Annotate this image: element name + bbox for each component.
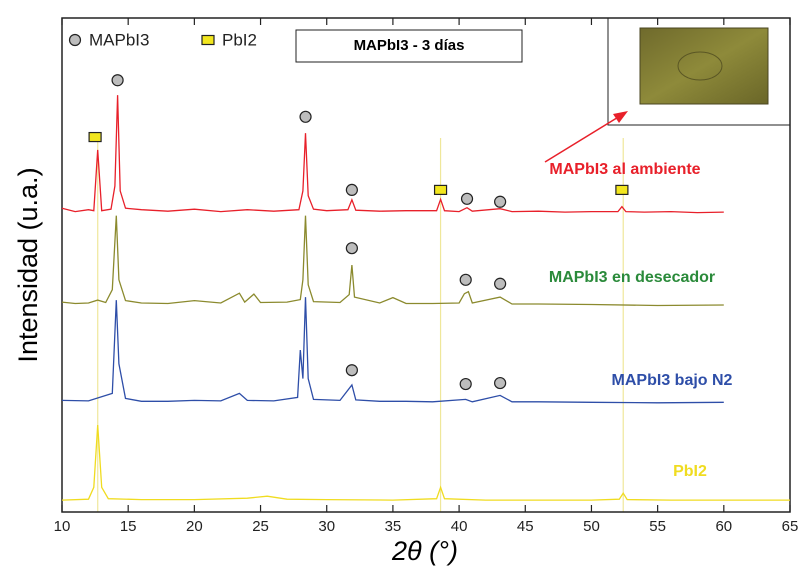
peak-marker <box>460 192 474 205</box>
x-tick-label: 20 <box>186 518 203 535</box>
title-box <box>295 29 523 63</box>
arrow <box>544 115 621 163</box>
x-tick-label: 55 <box>649 518 666 535</box>
peak-marker <box>615 184 629 196</box>
series-label: PbI2 <box>673 463 707 480</box>
series-line <box>61 297 724 404</box>
peak-marker <box>345 364 358 377</box>
peak-marker <box>345 242 358 255</box>
inset-photo-detail <box>677 51 723 81</box>
x-tick-label: 25 <box>252 518 269 535</box>
y-axis-label: Intensidad (u.a.) <box>13 167 43 362</box>
x-tick-label: 50 <box>583 518 600 535</box>
series-line <box>61 425 790 501</box>
series-line <box>61 215 724 307</box>
x-tick-label: 65 <box>782 518 799 535</box>
x-tick-label: 45 <box>517 518 534 535</box>
x-tick-label: 35 <box>385 518 402 535</box>
series-label: MAPbI3 en desecador <box>549 269 715 286</box>
series-line <box>61 95 724 214</box>
chart-title: MAPbI3 - 3 días <box>354 37 465 54</box>
peak-marker <box>433 184 448 196</box>
inset-photo <box>639 27 769 105</box>
peak-marker <box>494 277 507 290</box>
peak-marker <box>345 183 358 197</box>
x-tick-label: 10 <box>54 518 71 535</box>
peak-marker <box>459 377 472 391</box>
plot-frame <box>61 17 791 513</box>
peak-marker <box>494 195 507 208</box>
peak-marker <box>459 273 472 286</box>
peak-marker <box>111 74 124 87</box>
series-label: MAPbI3 al ambiente <box>549 161 700 178</box>
x-tick-label: 30 <box>318 518 335 535</box>
legend-label: PbI2 <box>222 30 257 49</box>
x-axis-label: 2θ (°) <box>391 536 458 566</box>
x-tick-label: 15 <box>120 518 137 535</box>
x-tick-label: 60 <box>715 518 732 535</box>
peak-marker <box>88 131 102 143</box>
peak-marker <box>494 376 507 390</box>
peak-marker <box>299 110 312 123</box>
arrow-head <box>613 111 628 123</box>
series-label: MAPbI3 bajo N2 <box>612 372 733 389</box>
legend-label: MAPbI3 <box>89 30 149 49</box>
legend-symbol <box>68 33 82 47</box>
legend-symbol <box>201 34 215 46</box>
x-tick-label: 40 <box>451 518 468 535</box>
